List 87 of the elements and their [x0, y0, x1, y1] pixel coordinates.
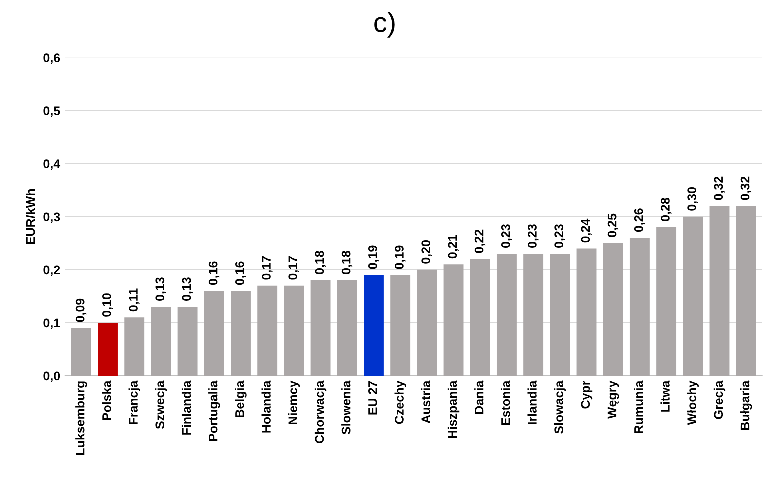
- data-label: 0,19: [368, 246, 380, 270]
- x-tick-label: Grecja: [714, 380, 726, 420]
- data-label: 0,18: [342, 251, 353, 274]
- x-tick-label: Niemcy: [288, 380, 300, 424]
- x-tick-label: Hiszpania: [448, 380, 460, 438]
- bar: [284, 286, 304, 376]
- data-label: 0,09: [76, 298, 87, 322]
- data-label: 0,32: [714, 176, 725, 200]
- data-label: 0,30: [688, 188, 698, 211]
- data-label: 0,16: [208, 262, 220, 286]
- bar: [496, 254, 517, 376]
- data-label: 0,10: [102, 294, 114, 317]
- x-tick-label: Chorwacja: [314, 380, 327, 444]
- data-label: 0,22: [474, 230, 486, 254]
- bar: [390, 275, 411, 376]
- x-tick-label: Czechy: [394, 380, 406, 424]
- data-label: 0,17: [288, 256, 300, 280]
- bar: [178, 307, 198, 376]
- data-label: 0,17: [262, 256, 273, 280]
- bar: [710, 206, 730, 376]
- x-tick-label: Slowacja: [554, 380, 566, 434]
- x-tick-label: Włochy: [687, 380, 699, 426]
- x-tick-label: Litwa: [660, 380, 670, 412]
- bar: [364, 275, 384, 376]
- bar: [444, 264, 464, 376]
- data-label: 0,25: [608, 214, 619, 238]
- data-label: 0,24: [581, 218, 592, 243]
- bar: [151, 307, 172, 376]
- y-tick-label: 0,0: [44, 372, 60, 382]
- y-tick-label: 0,1: [44, 318, 60, 330]
- data-label: 0,18: [315, 251, 326, 274]
- bar: [736, 206, 756, 376]
- data-label: 0,11: [129, 288, 140, 312]
- x-tick-label: Irlandia: [528, 380, 537, 424]
- bar: [576, 248, 597, 376]
- x-tick-label: Francja: [128, 380, 140, 424]
- x-tick-label: Luksemburg: [76, 382, 88, 455]
- x-tick-label: Finlandia: [182, 380, 192, 435]
- x-tick-label: EU 27: [368, 381, 378, 415]
- data-label: 0,23: [528, 224, 539, 248]
- data-label: 0,26: [634, 208, 646, 232]
- bar: [98, 322, 118, 376]
- chart-title: c): [374, 12, 395, 38]
- bar: [550, 254, 570, 376]
- x-tick-label: Rumunia: [634, 380, 644, 434]
- data-label: 0,13: [182, 278, 193, 301]
- data-label: 0,23: [501, 224, 512, 248]
- x-tick-label: Szwecja: [155, 380, 168, 430]
- x-tick-label: Węgry: [608, 380, 620, 420]
- bar: [124, 318, 145, 376]
- bar: [630, 238, 650, 376]
- y-axis-title: EUR/kWh: [26, 190, 36, 244]
- x-tick-label: Dania: [474, 380, 484, 414]
- bar: [310, 280, 331, 376]
- y-tick-label: 0,2: [44, 266, 60, 276]
- data-label: 0,21: [448, 235, 459, 259]
- bar: [683, 216, 704, 376]
- data-label: 0,32: [740, 176, 752, 200]
- bar: [656, 228, 677, 376]
- data-label: 0,13: [156, 278, 166, 301]
- bar: [470, 259, 490, 376]
- x-tick-label: Bułgaria: [740, 380, 752, 430]
- x-tick-label: Austria: [421, 380, 431, 424]
- bar: [524, 254, 544, 376]
- data-label: 0,20: [422, 240, 432, 264]
- y-tick-label: 0,4: [44, 160, 61, 170]
- bar: [71, 328, 92, 376]
- x-tick-label: Portugalia: [208, 380, 220, 442]
- data-label: 0,19: [395, 246, 406, 270]
- data-label: 0,16: [235, 262, 246, 286]
- bar: [231, 291, 251, 376]
- x-tick-label: Slowenia: [342, 380, 351, 435]
- bar: [204, 291, 224, 376]
- x-tick-label: Cypr: [581, 381, 593, 409]
- bar: [337, 280, 358, 376]
- x-tick-label: Estonia: [501, 380, 510, 426]
- y-tick-label: 0,3: [44, 212, 60, 224]
- data-label: 0,23: [554, 224, 566, 248]
- y-tick-label: 0,6: [44, 54, 60, 64]
- bar: [603, 243, 624, 376]
- y-tick-label: 0,5: [44, 106, 60, 118]
- x-tick-label: Polska: [102, 380, 112, 420]
- bar: [417, 270, 438, 376]
- x-tick-label: Belgia: [235, 380, 247, 418]
- data-label: 0,28: [661, 198, 672, 222]
- bar: [258, 286, 278, 376]
- x-tick-label: Holandia: [262, 380, 271, 433]
